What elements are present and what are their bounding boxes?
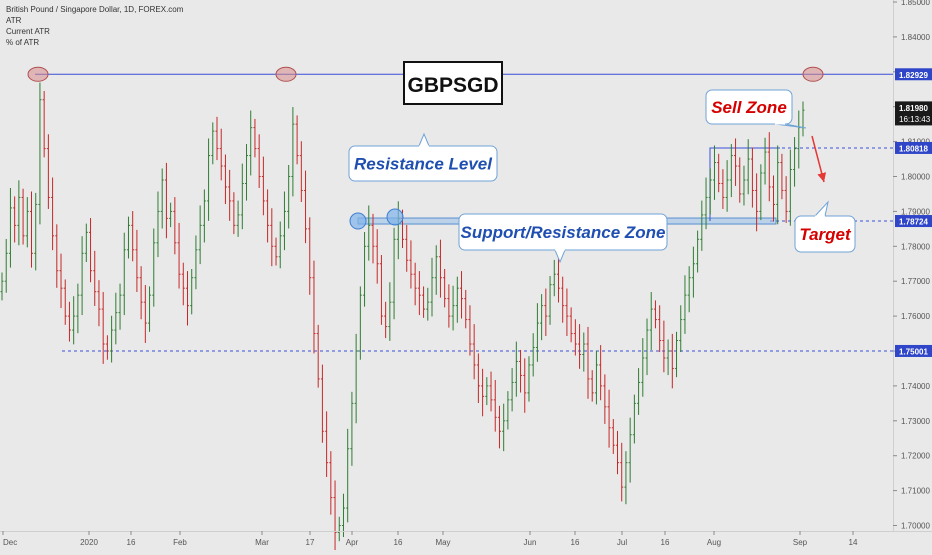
price-tag-support-bg bbox=[895, 344, 932, 357]
x-tick-label: 17 bbox=[306, 538, 315, 547]
y-tick-label: 1.72000 bbox=[901, 452, 930, 461]
legend-atr: ATR bbox=[6, 16, 22, 25]
target-callout-tail-cover bbox=[815, 215, 825, 218]
y-tick-label: 1.80000 bbox=[901, 173, 930, 182]
legend-symbol: British Pound / Singapore Dollar, 1D, FO… bbox=[6, 5, 184, 14]
sell-zone-circle bbox=[802, 66, 824, 82]
price-tag-resistance-bg bbox=[895, 68, 932, 81]
price-tag-target-label: 1.80818 bbox=[899, 144, 928, 153]
target-callout-tail bbox=[814, 200, 829, 217]
sell-zone-callout-tail-cover bbox=[775, 122, 785, 125]
current-price-label: 1.81980 bbox=[899, 104, 928, 113]
price-tag-zone-bg bbox=[895, 215, 932, 228]
y-tick-label: 1.70000 bbox=[901, 522, 930, 531]
x-tick-label: Apr bbox=[346, 538, 359, 547]
x-tick-label: 16 bbox=[394, 538, 403, 547]
x-tick-label: Aug bbox=[707, 538, 721, 547]
legend-percent-atr: % of ATR bbox=[6, 38, 40, 47]
x-tick-label: 16 bbox=[661, 538, 670, 547]
title-box: GBPSGD bbox=[403, 61, 503, 105]
x-tick-label: Jun bbox=[524, 538, 537, 547]
y-tick-label: 1.76000 bbox=[901, 312, 930, 321]
y-tick-label: 1.84000 bbox=[901, 33, 930, 42]
zone-touch-circle-1 bbox=[349, 212, 367, 230]
resistance-callout-tail bbox=[418, 132, 430, 147]
x-tick-label: Mar bbox=[255, 538, 269, 547]
y-tick-label: 1.78000 bbox=[901, 242, 930, 251]
callout-sell-zone: Sell Zone bbox=[705, 89, 807, 129]
symbol-legend: British Pound / Singapore Dollar, 1D, FO… bbox=[6, 4, 183, 48]
sell-zone-callout-tail bbox=[774, 123, 807, 129]
x-tick-label: May bbox=[435, 538, 450, 547]
resistance-callout-tail-cover bbox=[419, 145, 429, 148]
x-tick-label: Jul bbox=[617, 538, 627, 547]
price-tag-target-bg bbox=[895, 141, 932, 154]
zone-touch-circle-2 bbox=[386, 208, 404, 226]
y-tick-label: 1.79000 bbox=[901, 207, 930, 216]
target-callout-label: Target bbox=[799, 225, 852, 244]
x-tick-label: Feb bbox=[173, 538, 187, 547]
x-tick-label: 16 bbox=[571, 538, 580, 547]
sell-zone-callout-bubble bbox=[705, 89, 793, 125]
touch-circle-1 bbox=[27, 66, 49, 82]
callout-sr-zone: Support/Resistance Zone bbox=[458, 213, 668, 264]
x-tick-label: 16 bbox=[127, 538, 136, 547]
sr-zone-callout-tail-cover bbox=[555, 248, 565, 251]
y-tick-label: 1.77000 bbox=[901, 277, 930, 286]
y-tick-label: 1.85000 bbox=[901, 0, 930, 7]
price-tag-resistance-label: 1.82929 bbox=[899, 71, 928, 80]
legend-current-atr: Current ATR bbox=[6, 27, 50, 36]
x-tick-label: 2020 bbox=[80, 538, 98, 547]
price-tag-support-label: 1.75001 bbox=[899, 347, 928, 356]
y-tick-label: 1.74000 bbox=[901, 382, 930, 391]
callout-target: Target bbox=[794, 200, 856, 253]
callout-resistance-level: Resistance Level bbox=[348, 132, 498, 182]
countdown-label: 16:13:43 bbox=[899, 115, 931, 124]
sell-zone-callout-label: Sell Zone bbox=[711, 98, 787, 117]
touch-circle-2 bbox=[275, 66, 297, 82]
x-tick-label: Sep bbox=[793, 538, 808, 547]
target-arrow bbox=[811, 135, 827, 183]
price-tag-zone-label: 1.78724 bbox=[899, 218, 928, 227]
sr-zone-callout-label: Support/Resistance Zone bbox=[461, 223, 666, 242]
current-price-tag-bg bbox=[895, 101, 932, 126]
x-tick-label: Dec bbox=[3, 538, 17, 547]
title-text: GBPSGD bbox=[407, 74, 498, 97]
sr-zone-callout-tail bbox=[554, 249, 566, 264]
y-tick-label: 1.73000 bbox=[901, 417, 930, 426]
x-tick-label: 14 bbox=[849, 538, 858, 547]
title-box-border bbox=[403, 61, 503, 105]
y-tick-label: 1.71000 bbox=[901, 487, 930, 496]
resistance-callout-label: Resistance Level bbox=[354, 155, 493, 174]
